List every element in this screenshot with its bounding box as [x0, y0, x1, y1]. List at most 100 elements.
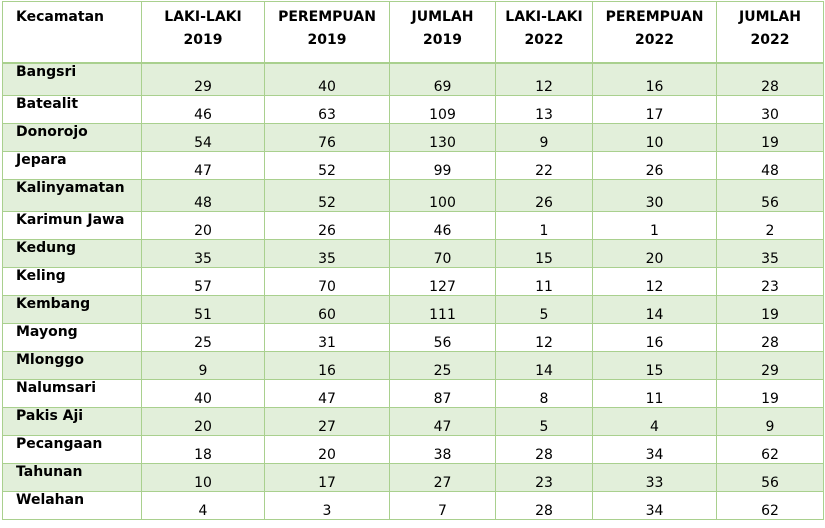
value-cell: 19 [716, 295, 824, 324]
table-row: Pakis Aji 20 27 47 5 4 9 [2, 407, 824, 436]
kecamatan-cell: Nalumsari [2, 379, 142, 408]
kecamatan-cell: Pecangaan [2, 435, 142, 464]
header-jumlah-2019: JUMLAH 2019 [389, 1, 496, 64]
kecamatan-cell: Keling [2, 267, 142, 296]
value-cell: 27 [264, 407, 390, 436]
table-row: Nalumsari 40 47 87 8 11 19 [2, 379, 824, 408]
value-cell: 63 [264, 95, 390, 124]
header-line1: JUMLAH [739, 9, 801, 25]
table-row: Welahan 4 3 7 28 34 62 [2, 491, 824, 520]
value-cell: 60 [264, 295, 390, 324]
value-cell: 30 [716, 95, 824, 124]
value-cell: 87 [389, 379, 496, 408]
value-cell: 9 [495, 123, 593, 152]
value-cell: 56 [716, 463, 824, 492]
kecamatan-cell: Jepara [2, 151, 142, 180]
value-cell: 19 [716, 123, 824, 152]
header-line1: LAKI-LAKI [505, 9, 583, 25]
value-cell: 47 [141, 151, 265, 180]
table-row: Keling 57 70 127 11 12 23 [2, 267, 824, 296]
data-table: Kecamatan LAKI-LAKI 2019 PEREMPUAN 2019 JU… [2, 1, 824, 520]
header-line2: 2019 [183, 32, 223, 48]
value-cell: 20 [141, 407, 265, 436]
value-cell: 35 [141, 239, 265, 268]
table-row: Kembang 51 60 111 5 14 19 [2, 295, 824, 324]
value-cell: 14 [592, 295, 717, 324]
header-row: Kecamatan LAKI-LAKI 2019 PEREMPUAN 2019 JU… [2, 1, 824, 64]
value-cell: 47 [389, 407, 496, 436]
value-cell: 109 [389, 95, 496, 124]
value-cell: 30 [592, 179, 717, 212]
header-jumlah-2022: JUMLAH 2022 [716, 1, 824, 64]
kecamatan-cell: Batealit [2, 95, 142, 124]
value-cell: 26 [495, 179, 593, 212]
kecamatan-cell: Kalinyamatan [2, 179, 142, 212]
header-laki-laki-2019: LAKI-LAKI 2019 [141, 1, 265, 64]
header-line2: 2022 [635, 32, 674, 48]
value-cell: 7 [389, 491, 496, 520]
kecamatan-cell: Kembang [2, 295, 142, 324]
table-row: Jepara 47 52 99 22 26 48 [2, 151, 824, 180]
table-row: Tahunan 10 17 27 23 33 56 [2, 463, 824, 492]
value-cell: 38 [389, 435, 496, 464]
header-line2: 2022 [524, 32, 564, 48]
value-cell: 26 [264, 211, 390, 240]
header-line1: PEREMPUAN [605, 9, 704, 25]
value-cell: 15 [495, 239, 593, 268]
value-cell: 99 [389, 151, 496, 180]
value-cell: 52 [264, 179, 390, 212]
table-row: Kalinyamatan 48 52 100 26 30 56 [2, 179, 824, 212]
value-cell: 35 [264, 239, 390, 268]
value-cell: 35 [716, 239, 824, 268]
value-cell: 31 [264, 323, 390, 352]
value-cell: 8 [495, 379, 593, 408]
value-cell: 25 [389, 351, 496, 380]
value-cell: 52 [264, 151, 390, 180]
value-cell: 10 [592, 123, 717, 152]
value-cell: 29 [141, 62, 265, 96]
value-cell: 16 [592, 62, 717, 96]
value-cell: 4 [592, 407, 717, 436]
value-cell: 14 [495, 351, 593, 380]
value-cell: 18 [141, 435, 265, 464]
header-perempuan-2019: PEREMPUAN 2019 [264, 1, 390, 64]
value-cell: 17 [264, 463, 390, 492]
value-cell: 3 [264, 491, 390, 520]
value-cell: 28 [716, 323, 824, 352]
value-cell: 76 [264, 123, 390, 152]
value-cell: 28 [716, 62, 824, 96]
value-cell: 34 [592, 435, 717, 464]
value-cell: 33 [592, 463, 717, 492]
value-cell: 20 [141, 211, 265, 240]
value-cell: 22 [495, 151, 593, 180]
table-row: Pecangaan 18 20 38 28 34 62 [2, 435, 824, 464]
value-cell: 9 [141, 351, 265, 380]
value-cell: 10 [141, 463, 265, 492]
value-cell: 56 [716, 179, 824, 212]
table-row: Batealit 46 63 109 13 17 30 [2, 95, 824, 124]
value-cell: 26 [592, 151, 717, 180]
table-row: Mayong 25 31 56 12 16 28 [2, 323, 824, 352]
value-cell: 12 [495, 323, 593, 352]
value-cell: 23 [495, 463, 593, 492]
value-cell: 47 [264, 379, 390, 408]
value-cell: 51 [141, 295, 265, 324]
value-cell: 62 [716, 491, 824, 520]
kecamatan-cell: Karimun Jawa [2, 211, 142, 240]
kecamatan-cell: Welahan [2, 491, 142, 520]
value-cell: 130 [389, 123, 496, 152]
value-cell: 69 [389, 62, 496, 96]
value-cell: 48 [716, 151, 824, 180]
value-cell: 12 [592, 267, 717, 296]
value-cell: 46 [141, 95, 265, 124]
header-kecamatan: Kecamatan [2, 1, 142, 64]
kecamatan-cell: Mlonggo [2, 351, 142, 380]
value-cell: 28 [495, 491, 593, 520]
table-row: Karimun Jawa 20 26 46 1 1 2 [2, 211, 824, 240]
value-cell: 20 [592, 239, 717, 268]
header-line1: JUMLAH [411, 9, 474, 25]
value-cell: 48 [141, 179, 265, 212]
kecamatan-cell: Tahunan [2, 463, 142, 492]
value-cell: 4 [141, 491, 265, 520]
value-cell: 127 [389, 267, 496, 296]
